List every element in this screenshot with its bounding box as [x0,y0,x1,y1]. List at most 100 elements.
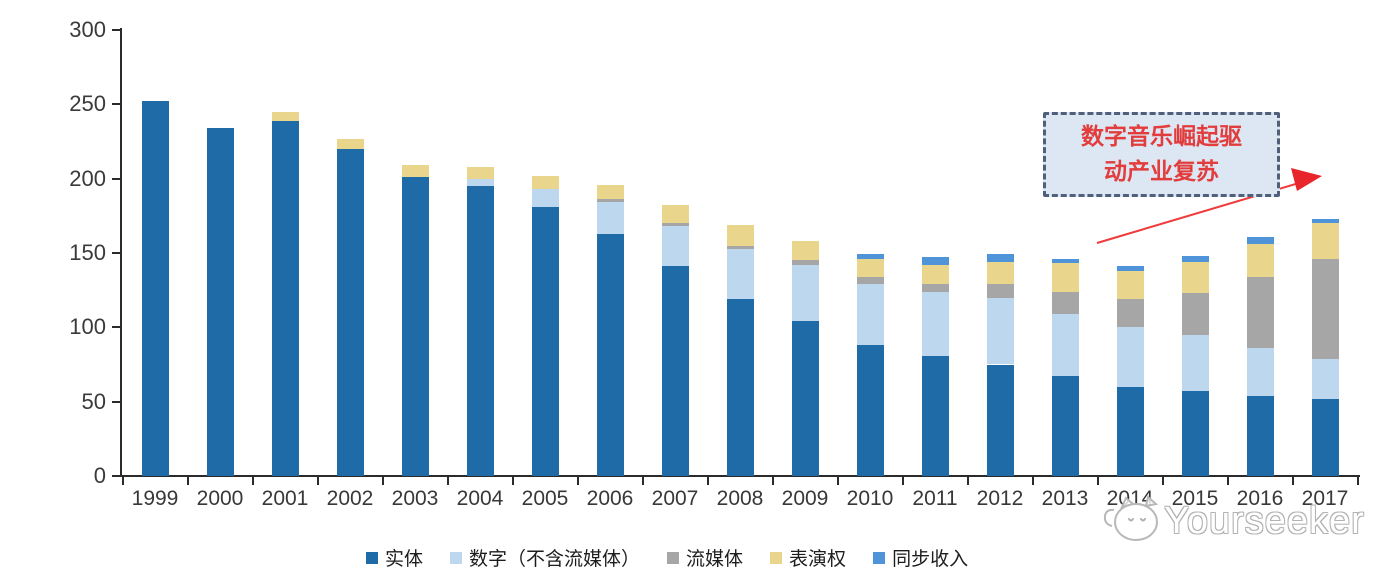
x-axis-label: 2004 [456,487,504,510]
arrowhead-icon [1291,168,1322,191]
bar-segment-实体 [791,321,819,476]
x-axis-label: 2011 [912,487,958,510]
x-axis-label: 2012 [976,487,1024,510]
x-axis-label: 2000 [196,487,244,510]
bar-segment-实体 [271,120,299,476]
bar-segment-数字（不含流媒体） [1311,358,1339,399]
bar-segment-流媒体 [986,284,1014,298]
x-axis-tick [836,477,839,485]
y-axis-tick [112,326,120,329]
bar-segment-实体 [986,364,1014,476]
bar-segment-表演权 [271,111,299,121]
bar-segment-实体 [726,299,754,476]
legend-label: 同步收入 [892,549,969,570]
y-axis-tick [112,29,120,31]
x-axis-tick [446,477,449,485]
x-axis-tick [1291,477,1294,485]
legend-label: 数字（不含流媒体） [469,549,641,570]
watermark: Yourseeker [1100,492,1365,550]
chart-legend: 实体 数字（不含流媒体） 流媒体 表演权 同步收入 [366,544,968,571]
bar-segment-同步收入 [986,254,1014,262]
y-axis-tick [112,400,120,403]
bar-segment-数字（不含流媒体） [1051,313,1079,377]
bar-segment-表演权 [661,205,689,224]
bar-segment-同步收入 [1311,218,1339,224]
bar-segment-同步收入 [856,254,884,259]
x-axis-tick [511,477,514,485]
y-axis-tick-label: 250 [69,91,106,117]
bar-segment-流媒体 [921,284,949,292]
x-axis-tick [251,477,254,485]
x-axis-label: 2009 [781,487,829,510]
bar-segment-流媒体 [1181,293,1209,335]
x-axis-tick [966,477,969,485]
x-axis-label: 2001 [261,487,309,510]
bar-segment-流媒体 [596,199,624,203]
bar-segment-数字（不含流媒体） [661,226,689,267]
x-axis-tick [901,477,904,485]
bar-segment-数字（不含流媒体） [1116,327,1144,387]
bar-segment-实体 [1116,386,1144,476]
bar-segment-实体 [1246,395,1274,476]
annotation-line1: 数字音乐崛起驱 [1081,124,1242,150]
bar-segment-流媒体 [1051,291,1079,314]
bar-segment-数字（不含流媒体） [531,189,559,207]
x-axis-tick [381,477,384,485]
legend-swatch-icon [873,551,886,564]
bar-segment-实体 [661,266,689,476]
x-axis-label: 2010 [846,487,894,510]
bar-segment-数字（不含流媒体） [986,297,1014,365]
x-axis-label: 2008 [716,487,764,510]
bar-segment-实体 [466,186,494,476]
bar-segment-实体 [141,101,169,476]
bar-segment-同步收入 [921,257,949,265]
bar-segment-表演权 [531,175,559,190]
x-axis-label: 2005 [521,487,569,510]
x-axis-tick [576,477,579,485]
x-axis-tick [121,477,124,485]
bar-segment-流媒体 [791,260,819,265]
bar-segment-数字（不含流媒体） [726,248,754,300]
bar-segment-表演权 [856,258,884,277]
cat-face-logo-icon [1103,495,1159,541]
bar-segment-同步收入 [1181,255,1209,262]
bar-segment-表演权 [466,166,494,179]
bar-segment-同步收入 [1246,236,1274,245]
x-axis-tick [771,477,774,485]
legend-swatch-icon [667,551,680,564]
x-axis-tick [641,477,644,485]
y-axis-tick [112,252,120,254]
x-axis-tick [1356,477,1359,485]
bar-segment-流媒体 [1246,276,1274,349]
bar-segment-流媒体 [856,276,884,285]
bar-segment-流媒体 [661,223,689,227]
x-axis-label: 1999 [131,487,179,510]
bar-segment-实体 [531,206,559,476]
legend-item: 同步收入 [873,544,968,571]
bar-segment-数字（不含流媒体） [1181,334,1209,392]
bar-segment-流媒体 [726,245,754,249]
watermark-text: Yourseeker [1164,499,1365,542]
bar-segment-同步收入 [1116,266,1144,271]
bar-segment-流媒体 [1311,258,1339,359]
bar-segment-数字（不含流媒体） [921,291,949,356]
x-axis-line [120,475,1360,477]
legend-label: 表演权 [789,549,847,570]
x-axis-tick [186,477,189,485]
y-axis-tick [112,103,120,106]
x-axis-label: 2007 [651,487,699,510]
bar-segment-同步收入 [1051,258,1079,264]
bar-segment-表演权 [1116,270,1144,300]
x-axis-tick [1031,477,1034,485]
x-axis-tick [1096,477,1099,485]
x-axis-label: 2003 [391,487,439,510]
x-axis-label: 2015 [1171,487,1219,510]
legend-swatch-icon [366,551,378,564]
legend-label: 流媒体 [686,549,744,570]
legend-item: 实体 [366,544,423,571]
x-axis-label: 2016 [1236,487,1284,510]
y-axis-tick-label: 150 [69,240,106,265]
annotation-callout-box: 数字音乐崛起驱 动产业复苏 [1043,112,1280,197]
annotation-line2: 动产业复苏 [1104,158,1219,185]
